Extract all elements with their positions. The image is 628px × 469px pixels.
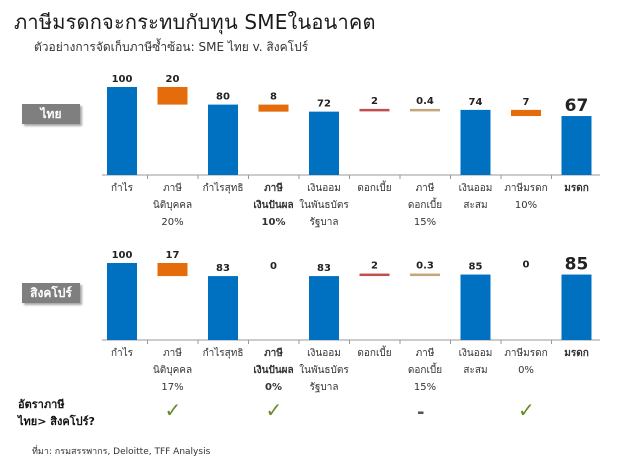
value-label: 80: [216, 92, 230, 103]
category-label: 10%: [262, 217, 286, 228]
category-label: 15%: [414, 382, 436, 393]
value-label: 83: [216, 263, 230, 274]
category-label: ในพันธบัตร: [299, 199, 349, 211]
bar: [157, 87, 188, 105]
chart-title: ภาษีมรดกจะกระทบกับทุน SMEในอนาคต: [14, 10, 376, 34]
comparison-label: อัตราภาษี ไทย> สิงคโปร์?: [18, 396, 95, 430]
value-label: 0.4: [416, 96, 434, 107]
panel-label-singapore: สิงคโปร์: [22, 283, 80, 303]
value-label: 72: [317, 99, 331, 110]
category-label: ภาษีมรดก: [504, 347, 547, 359]
check-icon: ✓: [265, 398, 283, 422]
category-label: ดอกเบี้ย: [357, 345, 391, 359]
source-note: ที่มา: กรมสรรพากร, Deloitte, TFF Analysi…: [32, 447, 211, 457]
category-label: รัฐบาล: [310, 217, 339, 228]
dash-mark: -: [417, 402, 425, 423]
category-label: เงินปันผล: [253, 199, 293, 211]
value-label: 17: [166, 250, 180, 261]
category-label: รัฐบาล: [310, 382, 339, 393]
category-label: นิติบุคคล: [153, 200, 192, 211]
category-label: ในพันธบัตร: [299, 364, 349, 376]
panel-label-thailand: ไทย: [22, 104, 80, 124]
bar: [511, 109, 541, 117]
category-label: 20%: [161, 217, 183, 228]
category-label: มรดก: [564, 348, 589, 359]
bar: [561, 116, 592, 175]
bar: [410, 108, 440, 112]
value-label: 100: [112, 74, 133, 85]
category-label: ภาษี: [264, 182, 283, 194]
category-label: 10%: [515, 200, 537, 211]
bar: [107, 263, 137, 340]
category-label: ภาษี: [416, 182, 435, 194]
category-label: กำไร: [111, 182, 134, 194]
bar: [359, 273, 390, 277]
bar: [258, 104, 289, 112]
category-label: เงินออม: [459, 183, 493, 194]
category-label: 15%: [414, 217, 436, 228]
value-label: 0: [523, 260, 530, 271]
category-label: ภาษี: [416, 347, 435, 359]
category-label: ดอกเบี้ย: [357, 180, 391, 194]
check-icon: ✓: [518, 398, 535, 422]
bar: [107, 87, 137, 175]
value-label: 74: [469, 97, 483, 108]
value-label: 8: [270, 92, 277, 103]
comparison-label-line2: ไทย> สิงคโปร์?: [18, 415, 95, 428]
category-label: 0%: [518, 365, 534, 376]
category-label: ภาษี: [163, 347, 182, 359]
category-label: นิติบุคคล: [153, 365, 192, 376]
value-label: 85: [469, 262, 483, 273]
category-label: 0%: [265, 382, 282, 393]
value-label: 67: [565, 96, 589, 116]
bar: [410, 273, 440, 277]
bar: [309, 111, 339, 175]
value-label: 7: [523, 97, 530, 108]
value-label: 2: [371, 261, 378, 272]
category-label: ภาษี: [163, 182, 182, 194]
category-label: สะสม: [463, 365, 487, 376]
bar: [460, 109, 491, 175]
value-label: 0: [270, 261, 277, 272]
category-label: เงินออม: [459, 348, 493, 359]
category-label: มรดก: [564, 183, 589, 194]
category-label: เงินออม: [307, 348, 341, 359]
category-label: กำไรสุทธิ: [203, 182, 244, 194]
bar: [359, 108, 390, 112]
check-icon: ✓: [164, 398, 182, 422]
bar: [157, 263, 188, 277]
category-label: ดอกเบี้ย: [408, 362, 442, 376]
category-label: เงินออม: [307, 183, 341, 194]
category-label: สะสม: [463, 200, 487, 211]
bar: [208, 104, 238, 175]
category-label: กำไร: [111, 347, 134, 359]
value-label: 0.3: [416, 261, 434, 272]
bar: [208, 276, 238, 340]
bar: [309, 276, 339, 340]
value-label: 20: [166, 74, 180, 85]
category-label: ดอกเบี้ย: [408, 197, 442, 211]
category-label: 17%: [161, 382, 183, 393]
category-label: ภาษี: [264, 347, 283, 359]
comparison-label-line1: อัตราภาษี: [18, 398, 65, 411]
value-label: 83: [317, 263, 331, 274]
category-label: กำไรสุทธิ: [203, 347, 244, 359]
category-label: เงินปันผล: [253, 364, 293, 376]
value-label: 85: [565, 255, 589, 275]
chart-subtitle: ตัวอย่างการจัดเก็บภาษีซ้ำซ้อน: SME ไทย v…: [34, 40, 309, 54]
bar: [561, 274, 592, 340]
value-label: 100: [112, 250, 133, 261]
category-label: ภาษีมรดก: [504, 182, 547, 194]
value-label: 2: [371, 96, 378, 107]
bar: [460, 274, 491, 340]
